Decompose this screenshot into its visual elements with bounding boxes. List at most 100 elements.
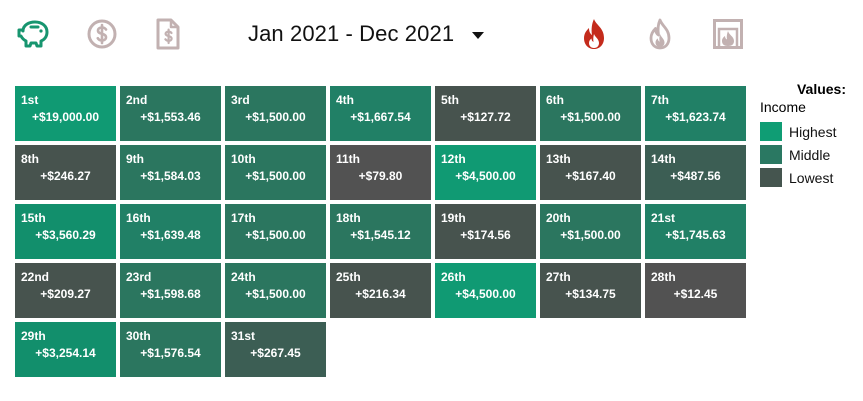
legend-swatch bbox=[760, 145, 782, 164]
day-amount: +$1,500.00 bbox=[560, 228, 621, 242]
day-amount: +$79.80 bbox=[358, 169, 403, 183]
day-amount: +$174.56 bbox=[460, 228, 511, 242]
calendar-day-cell[interactable]: 1st +$19,000.00 bbox=[15, 86, 116, 141]
calendar-day-cell[interactable]: 4th +$1,667.54 bbox=[330, 86, 431, 141]
day-label: 18th bbox=[336, 211, 361, 225]
day-amount: +$1,500.00 bbox=[245, 169, 306, 183]
day-amount: +$487.56 bbox=[670, 169, 721, 183]
calendar-day-cell[interactable]: 17th +$1,500.00 bbox=[225, 204, 326, 259]
calendar-day-cell[interactable]: 2nd +$1,553.46 bbox=[120, 86, 221, 141]
day-label: 12th bbox=[441, 152, 466, 166]
day-label: 16th bbox=[126, 211, 151, 225]
calendar-grid: 1st +$19,000.00 2nd +$1,553.46 3rd +$1,500.00… bbox=[15, 86, 746, 377]
calendar-day-cell[interactable]: 9th +$1,584.03 bbox=[120, 145, 221, 200]
day-amount: +$1,500.00 bbox=[245, 287, 306, 301]
day-amount: +$167.40 bbox=[565, 169, 616, 183]
day-amount: +$134.75 bbox=[565, 287, 616, 301]
fireplace-view-button[interactable] bbox=[708, 14, 748, 54]
day-label: 14th bbox=[651, 152, 676, 166]
day-label: 2nd bbox=[126, 93, 148, 107]
day-label: 27th bbox=[546, 270, 571, 284]
hot-view-button[interactable] bbox=[574, 14, 614, 54]
day-label: 4th bbox=[336, 93, 354, 107]
day-amount: +$1,623.74 bbox=[665, 110, 726, 124]
calendar-day-cell[interactable]: 15th +$3,560.29 bbox=[15, 204, 116, 259]
day-label: 11th bbox=[336, 152, 361, 166]
day-amount: +$1,500.00 bbox=[245, 110, 306, 124]
day-label: 3rd bbox=[231, 93, 250, 107]
day-label: 13th bbox=[546, 152, 571, 166]
day-label: 8th bbox=[21, 152, 39, 166]
income-view-button[interactable] bbox=[82, 14, 122, 54]
calendar-day-cell[interactable]: 8th +$246.27 bbox=[15, 145, 116, 200]
day-label: 5th bbox=[441, 93, 459, 107]
calendar-day-cell[interactable]: 27th +$134.75 bbox=[540, 263, 641, 318]
calendar-day-cell[interactable]: 22nd +$209.27 bbox=[15, 263, 116, 318]
day-amount: +$1,745.63 bbox=[665, 228, 726, 242]
calendar-day-cell[interactable]: 24th +$1,500.00 bbox=[225, 263, 326, 318]
calendar-day-cell[interactable]: 7th +$1,623.74 bbox=[645, 86, 746, 141]
calendar-day-cell[interactable]: 21st +$1,745.63 bbox=[645, 204, 746, 259]
day-label: 1st bbox=[21, 93, 39, 107]
calendar-day-cell[interactable]: 30th +$1,576.54 bbox=[120, 322, 221, 377]
legend-subtitle: Income bbox=[760, 99, 806, 115]
day-amount: +$1,500.00 bbox=[560, 110, 621, 124]
day-amount: +$1,598.68 bbox=[140, 287, 201, 301]
savings-view-button[interactable] bbox=[14, 14, 54, 54]
day-amount: +$1,584.03 bbox=[140, 169, 201, 183]
dollar-circle-icon bbox=[87, 19, 117, 49]
calendar-day-cell[interactable]: 6th +$1,500.00 bbox=[540, 86, 641, 141]
day-label: 19th bbox=[441, 211, 466, 225]
calendar-day-cell[interactable]: 25th +$216.34 bbox=[330, 263, 431, 318]
legend-label: Highest bbox=[789, 123, 837, 140]
calendar-day-cell[interactable]: 31st +$267.45 bbox=[225, 322, 326, 377]
calendar-day-cell[interactable]: 23rd +$1,598.68 bbox=[120, 263, 221, 318]
invoice-view-button[interactable] bbox=[148, 14, 188, 54]
calendar-day-cell[interactable]: 19th +$174.56 bbox=[435, 204, 536, 259]
day-label: 10th bbox=[231, 152, 256, 166]
day-amount: +$209.27 bbox=[40, 287, 91, 301]
day-amount: +$3,560.29 bbox=[35, 228, 96, 242]
calendar-day-cell[interactable]: 28th +$12.45 bbox=[645, 263, 746, 318]
flame-outline-icon bbox=[649, 18, 671, 50]
calendar-day-cell[interactable]: 10th +$1,500.00 bbox=[225, 145, 326, 200]
day-label: 30th bbox=[126, 329, 151, 343]
legend-item: Middle bbox=[760, 143, 860, 166]
calendar-day-cell[interactable]: 29th +$3,254.14 bbox=[15, 322, 116, 377]
calendar-day-cell[interactable]: 11th +$79.80 bbox=[330, 145, 431, 200]
day-label: 6th bbox=[546, 93, 564, 107]
legend-label: Middle bbox=[789, 146, 831, 163]
calendar-day-cell[interactable]: 5th +$127.72 bbox=[435, 86, 536, 141]
warm-view-button[interactable] bbox=[640, 14, 680, 54]
day-label: 9th bbox=[126, 152, 144, 166]
legend-item: Highest bbox=[760, 120, 860, 143]
day-label: 24th bbox=[231, 270, 256, 284]
calendar-day-cell[interactable]: 18th +$1,545.12 bbox=[330, 204, 431, 259]
day-label: 21st bbox=[651, 211, 676, 225]
day-amount: +$4,500.00 bbox=[455, 287, 516, 301]
day-amount: +$12.45 bbox=[673, 287, 718, 301]
day-label: 25th bbox=[336, 270, 361, 284]
calendar-day-cell[interactable]: 12th +$4,500.00 bbox=[435, 145, 536, 200]
day-label: 31st bbox=[231, 329, 256, 343]
date-range-label: Jan 2021 - Dec 2021 bbox=[248, 21, 455, 46]
caret-down-icon bbox=[472, 31, 485, 39]
day-label: 20th bbox=[546, 211, 571, 225]
fireplace-icon bbox=[713, 19, 743, 49]
calendar-day-cell[interactable]: 20th +$1,500.00 bbox=[540, 204, 641, 259]
calendar-day-cell[interactable]: 26th +$4,500.00 bbox=[435, 263, 536, 318]
date-range-dropdown[interactable]: Jan 2021 - Dec 2021 bbox=[248, 18, 485, 50]
day-amount: +$4,500.00 bbox=[455, 169, 516, 183]
day-amount: +$1,500.00 bbox=[245, 228, 306, 242]
day-label: 26th bbox=[441, 270, 466, 284]
day-amount: +$1,639.48 bbox=[140, 228, 201, 242]
day-amount: +$1,667.54 bbox=[350, 110, 411, 124]
calendar-day-cell[interactable]: 3rd +$1,500.00 bbox=[225, 86, 326, 141]
calendar-day-cell[interactable]: 16th +$1,639.48 bbox=[120, 204, 221, 259]
day-amount: +$3,254.14 bbox=[35, 346, 96, 360]
calendar-day-cell[interactable]: 14th +$487.56 bbox=[645, 145, 746, 200]
day-amount: +$1,553.46 bbox=[140, 110, 201, 124]
legend-swatch bbox=[760, 168, 782, 187]
calendar-day-cell[interactable]: 13th +$167.40 bbox=[540, 145, 641, 200]
